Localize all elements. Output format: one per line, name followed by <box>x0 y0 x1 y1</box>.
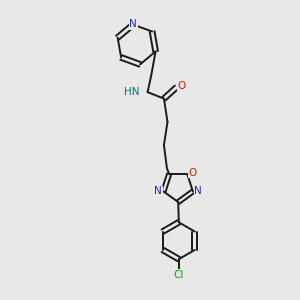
Text: O: O <box>177 81 185 91</box>
Text: Cl: Cl <box>174 270 184 280</box>
Text: HN: HN <box>124 87 139 97</box>
Text: N: N <box>154 186 162 197</box>
Text: N: N <box>129 19 137 29</box>
Text: N: N <box>194 186 202 197</box>
Text: O: O <box>188 168 197 178</box>
